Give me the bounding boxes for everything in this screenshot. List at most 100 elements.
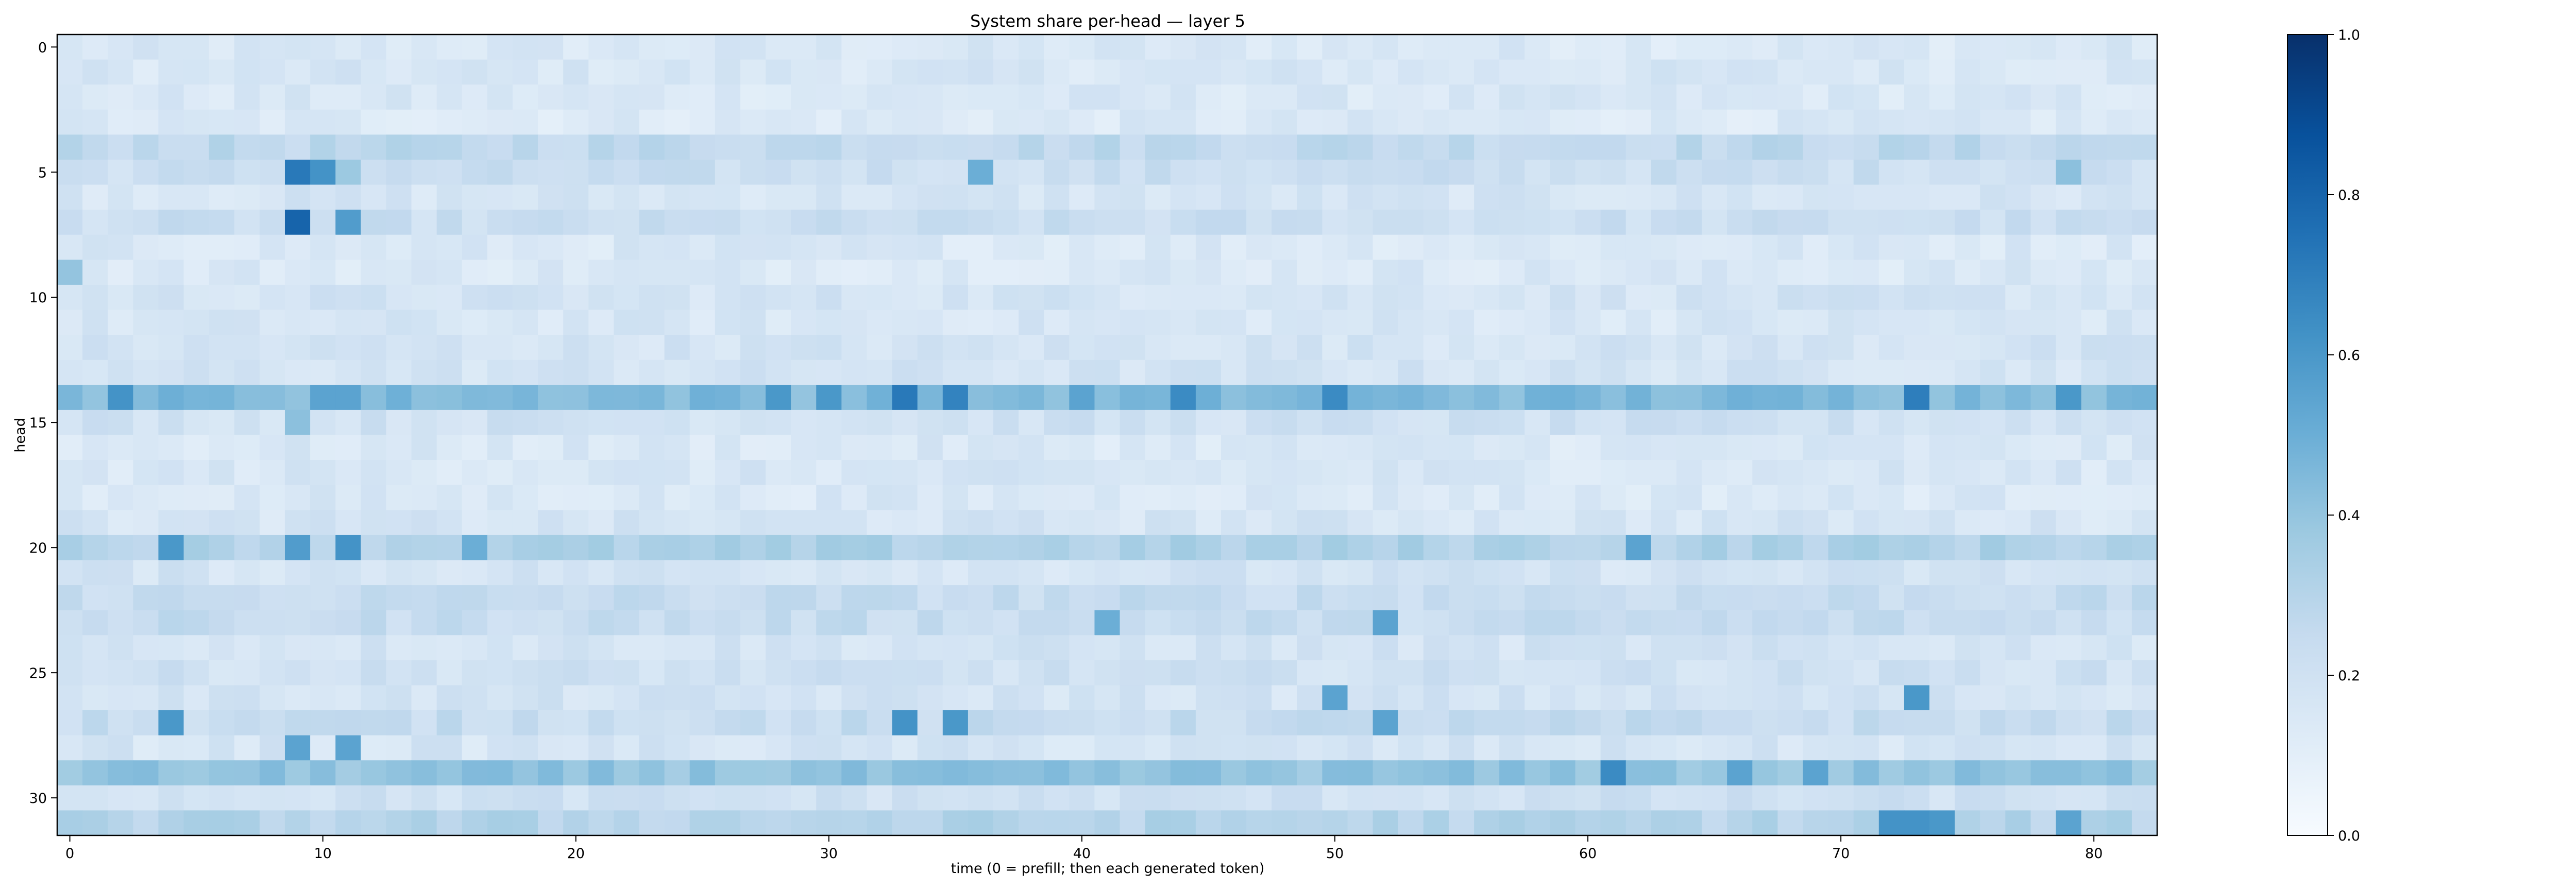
heatmap-cell [2106,610,2132,636]
heatmap-cell [1575,284,1601,311]
y-axis-label: head [12,418,28,452]
heatmap-cell [1195,435,1222,460]
heatmap-cell [2005,735,2031,761]
heatmap-cell [108,660,133,686]
heatmap-cell [1524,260,1550,285]
heatmap-cell [1145,284,1171,311]
heatmap-cell [234,159,260,185]
heatmap-cell [1145,735,1171,761]
heatmap-cell [1904,685,1930,711]
heatmap-cell [816,335,842,361]
heatmap-cell [968,535,994,561]
heatmap-cell [82,184,108,210]
heatmap-cell [1929,760,1955,786]
heatmap-cell [1221,310,1247,335]
heatmap-cell [411,810,437,836]
heatmap-cell [57,660,83,686]
heatmap-cell [1221,159,1247,185]
heatmap-cell [411,159,437,185]
heatmap-cell [867,284,893,311]
heatmap-cell [841,460,868,486]
heatmap-cell [1322,409,1348,436]
heatmap-cell [335,785,361,811]
heatmap-cell [2005,485,2031,510]
heatmap-cell [361,59,387,85]
heatmap-cell [942,409,969,436]
heatmap-cell [1120,460,1146,486]
heatmap-cell [1777,735,1804,761]
heatmap-cell [1625,810,1652,836]
heatmap-cell [740,610,766,636]
heatmap-cell [57,485,83,510]
heatmap-cell [1853,360,1879,385]
heatmap-cell [487,760,513,786]
heatmap-cell [1120,134,1146,160]
heatmap-cell [1955,660,1980,686]
heatmap-cell [234,785,260,811]
heatmap-cell [917,610,943,636]
heatmap-cell [1195,485,1222,510]
heatmap-cell [1524,485,1550,510]
heatmap-cell [436,360,463,385]
heatmap-cell [740,385,766,410]
heatmap-cell [1853,184,1879,210]
heatmap-cell [158,210,184,235]
heatmap-cell [2106,210,2132,235]
heatmap-cell [2005,460,2031,486]
heatmap-cell [1676,585,1702,611]
heatmap-cell [715,735,741,761]
heatmap-cell [411,385,437,410]
heatmap-cell [664,84,690,110]
heatmap-cell [2106,59,2132,85]
heatmap-cell [1955,460,1980,486]
heatmap-cell [1904,660,1930,686]
heatmap-cell [1727,59,1753,85]
heatmap-cell [1019,535,1044,561]
heatmap-cell [1170,635,1196,661]
heatmap-cell [1676,59,1702,85]
heatmap-cell [1955,710,1980,736]
heatmap-cell [841,84,868,110]
heatmap-cell [588,660,614,686]
heatmap-cell [1853,710,1879,736]
heatmap-cell [2131,385,2158,410]
heatmap-cell [1398,84,1424,110]
heatmap-cell [2056,35,2082,60]
heatmap-cell [411,785,437,811]
heatmap-cell [133,59,159,85]
heatmap-cell [1474,685,1500,711]
heatmap-cell [1702,810,1727,836]
heatmap-cell [1145,535,1171,561]
heatmap-cell [588,435,614,460]
heatmap-cell [588,610,614,636]
heatmap-cell [1752,210,1778,235]
heatmap-cell [487,310,513,335]
heatmap-cell [968,660,994,686]
heatmap-cell [1322,260,1348,285]
heatmap-cell [841,785,868,811]
heatmap-cell [1904,210,1930,235]
heatmap-cell [1044,785,1070,811]
heatmap-cell [1195,409,1222,436]
heatmap-cell [1297,210,1323,235]
heatmap-cell [1727,134,1753,160]
heatmap-cell [1044,810,1070,836]
heatmap-cell [563,210,589,235]
heatmap-cell [1853,159,1879,185]
heatmap-cell [386,360,412,385]
heatmap-cell [361,760,387,786]
heatmap-cell [1195,535,1222,561]
heatmap-cell [1120,284,1146,311]
heatmap-cell [1676,210,1702,235]
heatmap-cell [361,284,387,311]
heatmap-cell [1044,84,1070,110]
heatmap-cell [816,510,842,536]
heatmap-cell [740,234,766,260]
heatmap-cell [512,360,538,385]
heatmap-cell [1347,159,1374,185]
heatmap-cell [234,435,260,460]
heatmap-cell [1398,485,1424,510]
heatmap-cell [766,660,791,686]
heatmap-cell [1524,785,1550,811]
heatmap-cell [816,810,842,836]
